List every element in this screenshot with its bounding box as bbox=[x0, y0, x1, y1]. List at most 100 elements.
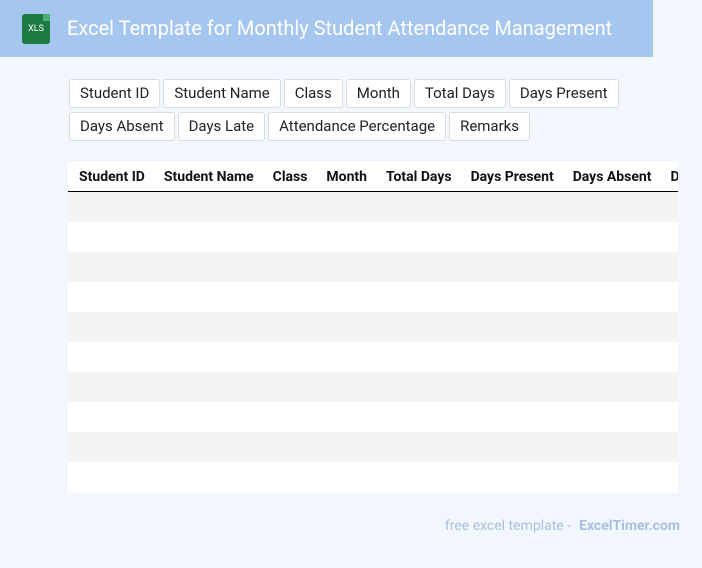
field-tag[interactable]: Attendance Percentage bbox=[268, 112, 447, 141]
table-cell bbox=[315, 191, 376, 222]
field-tags: Student ID Student Name Class Month Total Da… bbox=[69, 79, 629, 141]
table-row bbox=[68, 252, 678, 282]
column-header: Total Days bbox=[375, 162, 460, 192]
table-cell bbox=[460, 222, 562, 252]
table-row bbox=[68, 432, 678, 462]
table-cell bbox=[315, 402, 375, 432]
table-cell bbox=[375, 252, 460, 282]
table-cell bbox=[315, 312, 376, 342]
field-tag[interactable]: Remarks bbox=[449, 112, 531, 141]
header-bar: XLS Excel Template for Monthly Student A… bbox=[0, 0, 653, 57]
table-cell bbox=[375, 312, 460, 342]
table-cell bbox=[660, 342, 678, 372]
header-row: Student ID Student Name Class Month Total Da… bbox=[68, 162, 678, 192]
table-cell bbox=[262, 282, 316, 312]
table-cell bbox=[68, 252, 153, 282]
field-tag[interactable]: Class bbox=[283, 79, 343, 108]
table-cell bbox=[375, 342, 460, 372]
field-tag[interactable]: Days Late bbox=[177, 112, 266, 141]
table-cell bbox=[460, 342, 562, 372]
column-header: Days Late bbox=[659, 162, 678, 192]
table-cell bbox=[68, 432, 153, 462]
table-cell bbox=[153, 402, 262, 432]
table-cell bbox=[152, 372, 262, 402]
table-row bbox=[68, 222, 678, 252]
field-tag[interactable]: Student Name bbox=[163, 79, 281, 108]
table-cell bbox=[375, 282, 460, 312]
column-header: Month bbox=[315, 162, 376, 192]
table-cell bbox=[562, 282, 660, 312]
table-body bbox=[68, 191, 678, 493]
table-cell bbox=[659, 252, 678, 282]
table-cell bbox=[68, 312, 153, 342]
table-row bbox=[68, 342, 678, 372]
table-cell bbox=[659, 372, 678, 402]
column-header: Class bbox=[261, 162, 316, 192]
table-cell bbox=[459, 432, 562, 462]
table-cell bbox=[261, 372, 316, 402]
table-cell bbox=[261, 432, 316, 462]
table-cell bbox=[68, 342, 153, 372]
table-cell bbox=[561, 432, 660, 462]
table-cell bbox=[68, 191, 153, 222]
field-tag[interactable]: Month bbox=[345, 79, 411, 108]
table-cell bbox=[561, 372, 660, 402]
table-cell bbox=[375, 372, 460, 402]
table-cell bbox=[561, 312, 660, 342]
field-tag[interactable]: Student ID bbox=[69, 79, 161, 108]
table-cell bbox=[315, 282, 375, 312]
table-cell bbox=[262, 402, 316, 432]
table-cell bbox=[152, 191, 262, 222]
table-cell bbox=[561, 191, 660, 222]
table-cell bbox=[68, 372, 153, 402]
table-cell bbox=[660, 462, 678, 492]
column-header: Student ID bbox=[68, 162, 153, 192]
table-cell bbox=[561, 252, 660, 282]
footer: free excel template - ExcelTimer.com bbox=[445, 518, 680, 534]
table-cell bbox=[261, 191, 316, 222]
table-cell bbox=[660, 402, 678, 432]
table-cell bbox=[659, 191, 678, 222]
table-cell bbox=[152, 252, 262, 282]
table-row bbox=[68, 312, 678, 342]
page-title: Excel Template for Monthly Student Atten… bbox=[67, 16, 613, 40]
table-cell bbox=[261, 312, 316, 342]
table-cell bbox=[262, 462, 316, 492]
table-cell bbox=[315, 462, 375, 492]
icon-label: XLS bbox=[28, 24, 44, 34]
table-cell bbox=[375, 191, 460, 222]
table-cell bbox=[68, 462, 153, 492]
table-cell bbox=[152, 312, 262, 342]
field-tag[interactable]: Total Days bbox=[413, 79, 506, 108]
table-cell bbox=[153, 342, 262, 372]
table-cell bbox=[459, 252, 562, 282]
table-cell bbox=[460, 462, 562, 492]
table-cell bbox=[262, 342, 316, 372]
table-container: Student ID Student Name Class Month Total Da… bbox=[68, 162, 678, 493]
table-cell bbox=[315, 372, 376, 402]
table-cell bbox=[660, 222, 678, 252]
table-cell bbox=[262, 222, 316, 252]
field-tag[interactable]: Days Absent bbox=[69, 112, 175, 141]
table-row bbox=[68, 462, 678, 492]
table-cell bbox=[459, 312, 562, 342]
field-tag[interactable]: Days Present bbox=[508, 79, 619, 108]
table-cell bbox=[153, 462, 262, 492]
table-cell bbox=[68, 222, 153, 252]
table-cell bbox=[153, 222, 262, 252]
column-header: Days Absent bbox=[561, 162, 660, 192]
footer-link[interactable]: ExcelTimer.com bbox=[579, 518, 680, 534]
table-row bbox=[68, 372, 678, 402]
column-header: Days Present bbox=[459, 162, 562, 192]
table-cell bbox=[68, 282, 153, 312]
table-cell bbox=[315, 222, 375, 252]
table-cell bbox=[315, 252, 376, 282]
table-cell bbox=[459, 372, 562, 402]
table-cell bbox=[315, 432, 376, 462]
table-cell bbox=[659, 312, 678, 342]
table-cell bbox=[460, 282, 562, 312]
table-cell bbox=[562, 402, 660, 432]
table-cell bbox=[459, 191, 562, 222]
table-cell bbox=[460, 402, 562, 432]
table-row bbox=[68, 402, 678, 432]
